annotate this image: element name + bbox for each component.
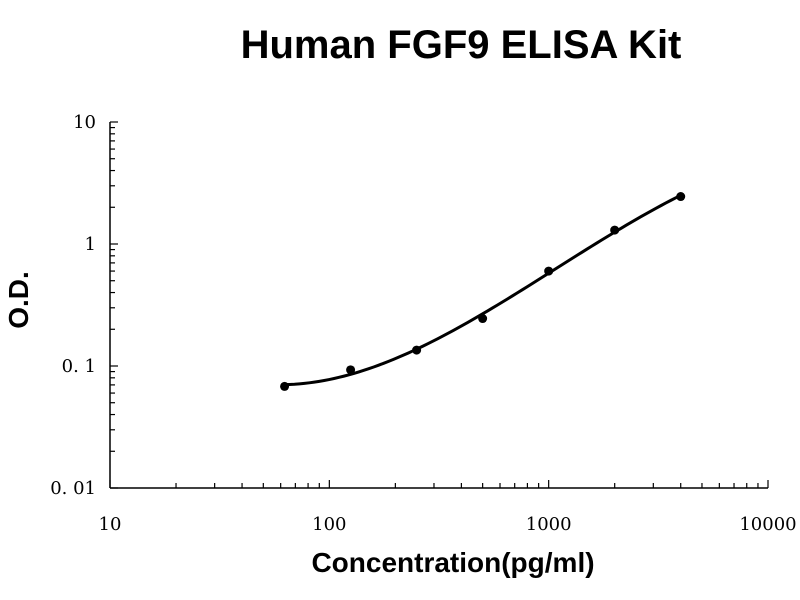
x-tick-label: 1000 (526, 514, 572, 535)
data-point (346, 365, 356, 375)
data-point (610, 225, 620, 235)
chart-title: Human FGF9 ELISA Kit (241, 23, 682, 67)
y-tick-label: 10 (73, 112, 96, 133)
data-points (280, 192, 686, 391)
tick-labels: 10 100 1000 10000 0. 01 0. 1 1 10 (50, 112, 796, 535)
x-tick-label: 10000 (739, 514, 796, 535)
y-tick-label: 0. 1 (62, 356, 96, 377)
data-point (280, 381, 290, 391)
data-point (676, 192, 686, 202)
y-tick-label: 0. 01 (50, 478, 96, 499)
data-point (544, 266, 554, 276)
y-axis-label: O.D. (3, 271, 34, 329)
data-point (478, 314, 488, 324)
data-point (412, 345, 422, 355)
ticks (109, 121, 769, 489)
fit-curve (284, 193, 682, 387)
x-tick-label: 10 (99, 514, 122, 535)
x-tick-label: 100 (312, 514, 346, 535)
y-tick-label: 1 (85, 234, 96, 255)
x-axis-label: Concentration(pg/ml) (311, 547, 594, 578)
